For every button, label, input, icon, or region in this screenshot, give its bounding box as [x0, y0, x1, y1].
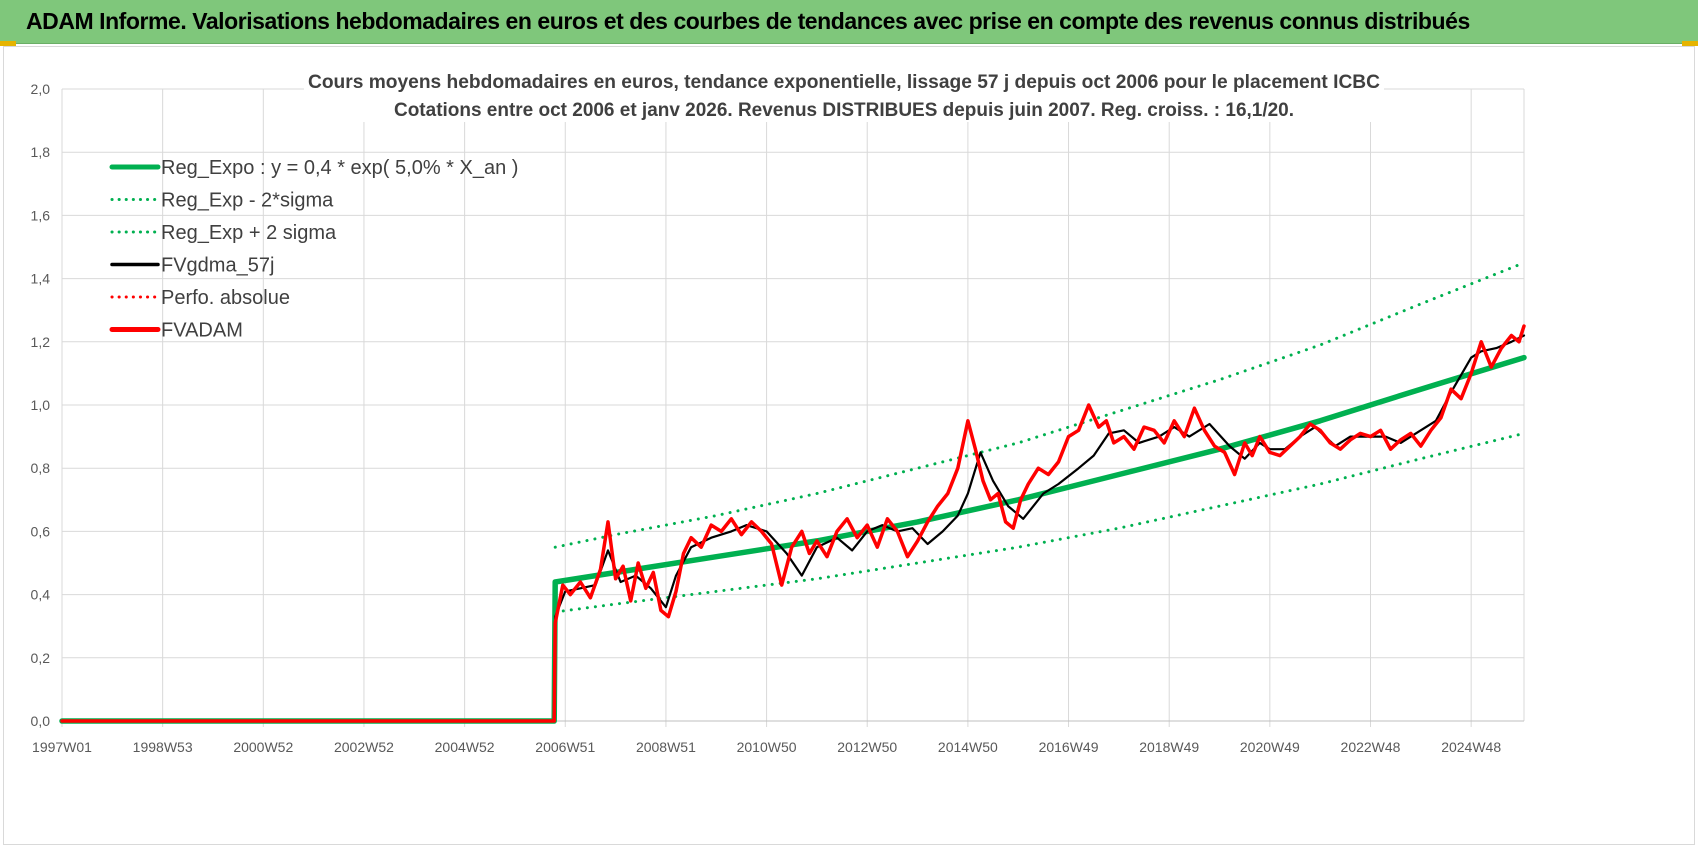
banner-corner-left: [0, 41, 16, 46]
chart-title-line-2: Cotations entre oct 2006 et janv 2026. R…: [394, 100, 1294, 121]
y-tick-label: 0,6: [31, 523, 51, 539]
header-banner: ADAM Informe. Valorisations hebdomadaire…: [0, 0, 1698, 44]
x-tick-label: 2002W52: [334, 739, 394, 755]
x-tick-label: 2012W50: [837, 739, 897, 755]
series-line-0: [59, 354, 1527, 724]
legend-label: FVADAM: [161, 320, 243, 342]
y-tick-label: 2,0: [31, 81, 51, 97]
x-tick-label: 2016W49: [1039, 739, 1099, 755]
series-lines: [59, 261, 1527, 724]
y-tick-label: 1,8: [31, 144, 51, 160]
line-chart: 0,0 0,2 0,4 0,6 0,8 1,0 1,2 1,4 1,6 1,8 2,0 1997W01…: [31, 62, 1527, 755]
y-tick-label: 0,8: [31, 460, 51, 476]
x-tick-label: 2020W49: [1240, 739, 1300, 755]
series-line-1: [553, 431, 1526, 614]
y-tick-label: 1,2: [31, 334, 51, 350]
legend-label: Reg_Exp + 2 sigma: [161, 222, 337, 244]
legend-label: Reg_Expo : y = 0,4 * exp( 5,0% * X_an ): [161, 157, 518, 179]
x-tick-label: 2004W52: [435, 739, 495, 755]
x-tick-label: 2008W51: [636, 739, 696, 755]
chart-title: Cours moyens hebdomadaires en euros, ten…: [304, 62, 1384, 122]
legend-label: Reg_Exp - 2*sigma: [161, 190, 334, 212]
x-tick-label: 2024W48: [1441, 739, 1501, 755]
x-tick-label: 1998W53: [133, 739, 193, 755]
legend-label: Perfo. absolue: [161, 287, 290, 309]
y-tick-label: 0,2: [31, 650, 51, 666]
y-tick-label: 1,4: [31, 271, 51, 287]
x-tick-label: 2014W50: [938, 739, 998, 755]
x-tick-label: 2018W49: [1139, 739, 1199, 755]
x-tick-label: 1997W01: [32, 739, 92, 755]
y-tick-label: 1,0: [31, 397, 51, 413]
banner-corner-right: [1682, 41, 1698, 46]
series-line-2: [553, 261, 1526, 549]
axes: 0,0 0,2 0,4 0,6 0,8 1,0 1,2 1,4 1,6 1,8 2,0 1997W01…: [31, 81, 1524, 755]
series-line-3: [60, 334, 1526, 723]
x-tick-label: 2010W50: [737, 739, 797, 755]
y-tick-label: 0,0: [31, 713, 51, 729]
legend-label: FVgdma_57j: [161, 255, 274, 277]
x-tick-label: 2006W51: [535, 739, 595, 755]
series-line-5: [60, 324, 1526, 723]
chart-title-background: [304, 62, 1384, 122]
grid-lines: [61, 88, 1525, 727]
chart-area: 0,0 0,2 0,4 0,6 0,8 1,0 1,2 1,4 1,6 1,8 2,0 1997W01…: [3, 46, 1695, 845]
chart-title-line-1: Cours moyens hebdomadaires en euros, ten…: [308, 72, 1380, 93]
y-tick-label: 0,4: [31, 587, 51, 603]
y-tick-label: 1,6: [31, 207, 51, 223]
legend: Reg_Expo : y = 0,4 * exp( 5,0% * X_an ) R…: [109, 157, 518, 342]
x-tick-label: 2022W48: [1341, 739, 1401, 755]
page-title: ADAM Informe. Valorisations hebdomadaire…: [26, 8, 1470, 34]
x-tick-label: 2000W52: [233, 739, 293, 755]
